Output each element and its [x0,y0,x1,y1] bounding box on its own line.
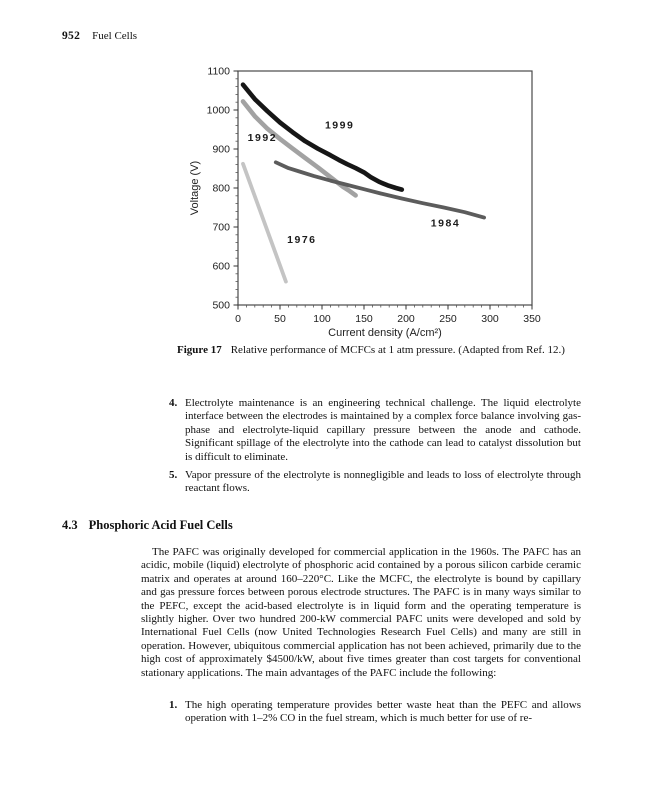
series-line-1999 [240,82,405,192]
figure-caption-label: Figure 17 [177,344,222,356]
running-head: Fuel Cells [92,30,138,42]
series-line-1992 [240,99,358,198]
list-item-number: 5. [169,469,178,482]
series-label-1976: 1976 [287,234,316,246]
numbered-list-bottom: 1. The high operating temperature provid… [169,699,581,726]
list-item-text: Electrolyte maintenance is an engineerin… [185,397,581,463]
series-label-1992: 1992 [248,132,277,144]
list-item-1: 1. The high operating temperature provid… [169,699,581,726]
x-tick-label: 100 [313,313,331,325]
section-number: 4.3 [62,518,78,532]
section-title: Phosphoric Acid Fuel Cells [88,518,233,532]
x-tick-label: 200 [397,313,415,325]
list-item-text: The high operating temperature provides … [185,699,581,725]
x-tick-label: 50 [274,313,286,325]
y-tick-label: 900 [212,144,230,156]
figure-17: 0 50 100 150 200 250 300 350 500 600 700 800 900 1000… [185,62,555,347]
x-axis-label: Current density (A/cm²) [328,327,442,339]
figure-caption: Figure 17 Relative performance of MCFCs a… [177,344,565,357]
series-label-1999: 1999 [325,120,354,132]
series-line-1984 [273,160,487,220]
list-item-5: 5. Vapor pressure of the electrolyte is … [169,469,581,496]
y-axis-label: Voltage (V) [189,161,201,215]
y-tick-label: 500 [212,300,230,312]
x-tick-label: 150 [355,313,373,325]
x-tick-label: 300 [481,313,499,325]
list-item-number: 4. [169,397,178,409]
section-paragraph: The PAFC was originally developed for co… [141,546,581,679]
list-item-number: 1. [169,699,178,711]
x-tick-label: 350 [523,313,541,325]
y-tick-label: 600 [212,261,230,273]
series-label-1984: 1984 [431,218,460,230]
list-item-text: Vapor pressure of the electrolyte is non… [185,469,581,495]
x-tick-label: 250 [439,313,457,325]
page-header: 952 Fuel Cells [62,30,137,42]
y-tick-label: 700 [212,222,230,234]
x-tick-label: 0 [235,313,241,325]
section-heading: 4.3 Phosphoric Acid Fuel Cells [62,518,233,533]
mcfc-performance-chart: 0 50 100 150 200 250 300 350 500 600 700 800 900 1000… [189,66,541,340]
figure-caption-text: Relative performance of MCFCs at 1 atm p… [230,344,565,356]
y-tick-label: 800 [212,183,230,195]
page-number: 952 [62,30,81,42]
y-tick-label: 1000 [207,105,231,117]
numbered-list-top: 4. Electrolyte maintenance is an enginee… [169,397,581,496]
list-item-4: 4. Electrolyte maintenance is an enginee… [169,397,581,464]
y-tick-label: 1100 [207,66,230,78]
series-line-1976 [241,161,288,284]
